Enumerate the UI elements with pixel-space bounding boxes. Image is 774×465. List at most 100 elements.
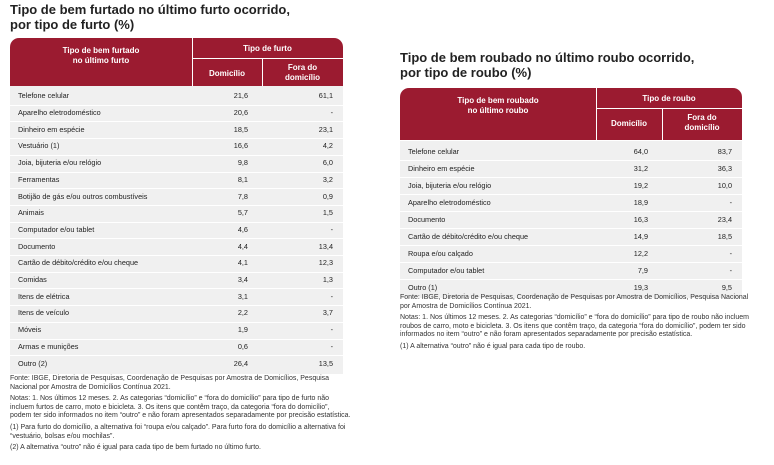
row-separator bbox=[10, 104, 343, 106]
row-label: Documento bbox=[18, 241, 56, 251]
header-item: Tipo de bem roubado no último roubo bbox=[400, 96, 596, 115]
note: Notas: 1. Nos últimos 12 meses. 2. As ca… bbox=[10, 395, 351, 420]
header-item: Tipo de bem furtado no último furto bbox=[10, 46, 192, 65]
row-label: Joia, bijuteria e/ou relógio bbox=[408, 180, 492, 190]
table-title-line: por tipo de roubo (%) bbox=[400, 65, 532, 80]
cell-value: 0,6 bbox=[237, 341, 248, 351]
cell-value: 1,9 bbox=[237, 325, 248, 335]
cell-value: - bbox=[729, 197, 732, 207]
header-rule bbox=[596, 108, 742, 109]
cell-value: 1,3 bbox=[322, 275, 333, 285]
cell-value: 4,4 bbox=[237, 241, 248, 251]
cell-value: 83,7 bbox=[717, 146, 732, 156]
cell-value: 10,0 bbox=[717, 180, 732, 190]
header-divider bbox=[662, 108, 663, 140]
header-col-line: Fora do bbox=[687, 113, 717, 122]
cell-value: - bbox=[729, 265, 732, 275]
row-separator bbox=[10, 188, 343, 190]
cell-value: 16,3 bbox=[633, 214, 648, 224]
row-label: Itens de veículo bbox=[18, 308, 70, 318]
header-col-line: domicílio bbox=[284, 72, 321, 82]
row-label: Computador e/ou tablet bbox=[408, 265, 485, 275]
cell-value: 2,2 bbox=[237, 308, 248, 318]
cell-value: - bbox=[330, 341, 333, 351]
header-col-line: Fora do bbox=[287, 63, 318, 72]
cell-value: 9,8 bbox=[237, 158, 248, 168]
cell-value: - bbox=[729, 248, 732, 258]
row-separator bbox=[400, 194, 742, 195]
cell-value: 31,2 bbox=[633, 163, 648, 173]
header-col: Fora do domicílio bbox=[262, 63, 343, 82]
row-label: Aparelho eletrodoméstico bbox=[18, 108, 101, 118]
cell-value: 36,3 bbox=[717, 163, 732, 173]
row-label: Documento bbox=[408, 214, 446, 224]
row-separator bbox=[10, 138, 343, 140]
cell-value: 4,1 bbox=[237, 258, 248, 268]
cell-value: 4,6 bbox=[237, 224, 248, 234]
cell-value: 5,7 bbox=[237, 208, 248, 218]
cell-value: 16,6 bbox=[233, 141, 248, 151]
row-label: Animais bbox=[18, 208, 44, 218]
cell-value: 4,2 bbox=[322, 141, 333, 151]
header-col: Domicílio bbox=[610, 119, 647, 128]
header-item-line: Tipo de bem roubado bbox=[457, 96, 539, 105]
cell-value: - bbox=[330, 224, 333, 234]
cell-value: 20,6 bbox=[233, 108, 248, 118]
cell-value: 7,8 bbox=[237, 191, 248, 201]
row-separator bbox=[10, 238, 343, 240]
row-separator bbox=[400, 160, 742, 161]
row-label: Dinheiro em espécie bbox=[18, 124, 85, 134]
row-separator bbox=[10, 221, 343, 223]
note: Fonte: IBGE, Diretoria de Pesquisas, Coo… bbox=[400, 294, 749, 310]
header-divider bbox=[192, 38, 193, 86]
row-label: Itens de elétrica bbox=[18, 291, 70, 301]
cell-value: 23,1 bbox=[318, 124, 333, 134]
row-separator bbox=[400, 211, 742, 212]
row-label: Outro (1) bbox=[408, 282, 438, 292]
cell-value: 8,1 bbox=[237, 174, 248, 184]
table-title-line: Tipo de bem furtado no último furto ocor… bbox=[10, 2, 290, 17]
header-divider bbox=[596, 88, 597, 140]
cell-value: 19,2 bbox=[633, 180, 648, 190]
row-label: Aparelho eletrodoméstico bbox=[408, 197, 491, 207]
table-title: Tipo de bem roubado no último roubo ocor… bbox=[400, 50, 694, 80]
cell-value: 21,6 bbox=[233, 91, 248, 101]
row-separator bbox=[400, 177, 742, 178]
cell-value: 12,2 bbox=[633, 248, 648, 258]
row-label: Ferramentas bbox=[18, 174, 60, 184]
row-separator bbox=[10, 255, 343, 256]
table-title-line: por tipo de furto (%) bbox=[10, 17, 135, 32]
note: Notas: 1. Nos últimos 12 meses. 2. As ca… bbox=[400, 314, 749, 339]
note: (1) A alternativa “outro” não é igual pa… bbox=[400, 342, 586, 350]
cell-value: 0,9 bbox=[322, 191, 333, 201]
cell-value: 23,4 bbox=[717, 214, 732, 224]
cell-value: 64,0 bbox=[633, 146, 648, 156]
row-separator bbox=[10, 305, 343, 307]
row-label: Vestuário (1) bbox=[18, 141, 60, 151]
row-separator bbox=[10, 204, 343, 206]
row-separator bbox=[400, 262, 742, 263]
row-separator bbox=[10, 288, 343, 290]
note: (2) A alternativa “outro” não é igual pa… bbox=[10, 444, 261, 452]
row-label: Dinheiro em espécie bbox=[408, 163, 475, 173]
header-group: Tipo de furto bbox=[243, 44, 292, 53]
row-label: Telefone celular bbox=[18, 91, 70, 101]
header-divider bbox=[262, 58, 263, 86]
notes: Fonte: IBGE, Diretoria de Pesquisas, Coo… bbox=[10, 375, 351, 456]
header-rule bbox=[192, 58, 343, 59]
cell-value: 1,5 bbox=[322, 208, 333, 218]
row-separator bbox=[10, 171, 343, 173]
row-separator bbox=[400, 279, 742, 280]
cell-value: 6,0 bbox=[322, 158, 333, 168]
cell-value: 9,5 bbox=[721, 282, 732, 292]
row-label: Computador e/ou tablet bbox=[18, 224, 95, 234]
row-label: Armas e munições bbox=[18, 341, 79, 351]
row-separator bbox=[10, 121, 343, 123]
header-col-line: domicílio bbox=[684, 122, 720, 132]
cell-value: 14,9 bbox=[633, 231, 648, 241]
header-col: Domicílio bbox=[208, 69, 245, 78]
row-separator bbox=[400, 228, 742, 229]
row-label: Cartão de débito/crédito e/ou cheque bbox=[18, 258, 139, 268]
cell-value: - bbox=[330, 325, 333, 335]
